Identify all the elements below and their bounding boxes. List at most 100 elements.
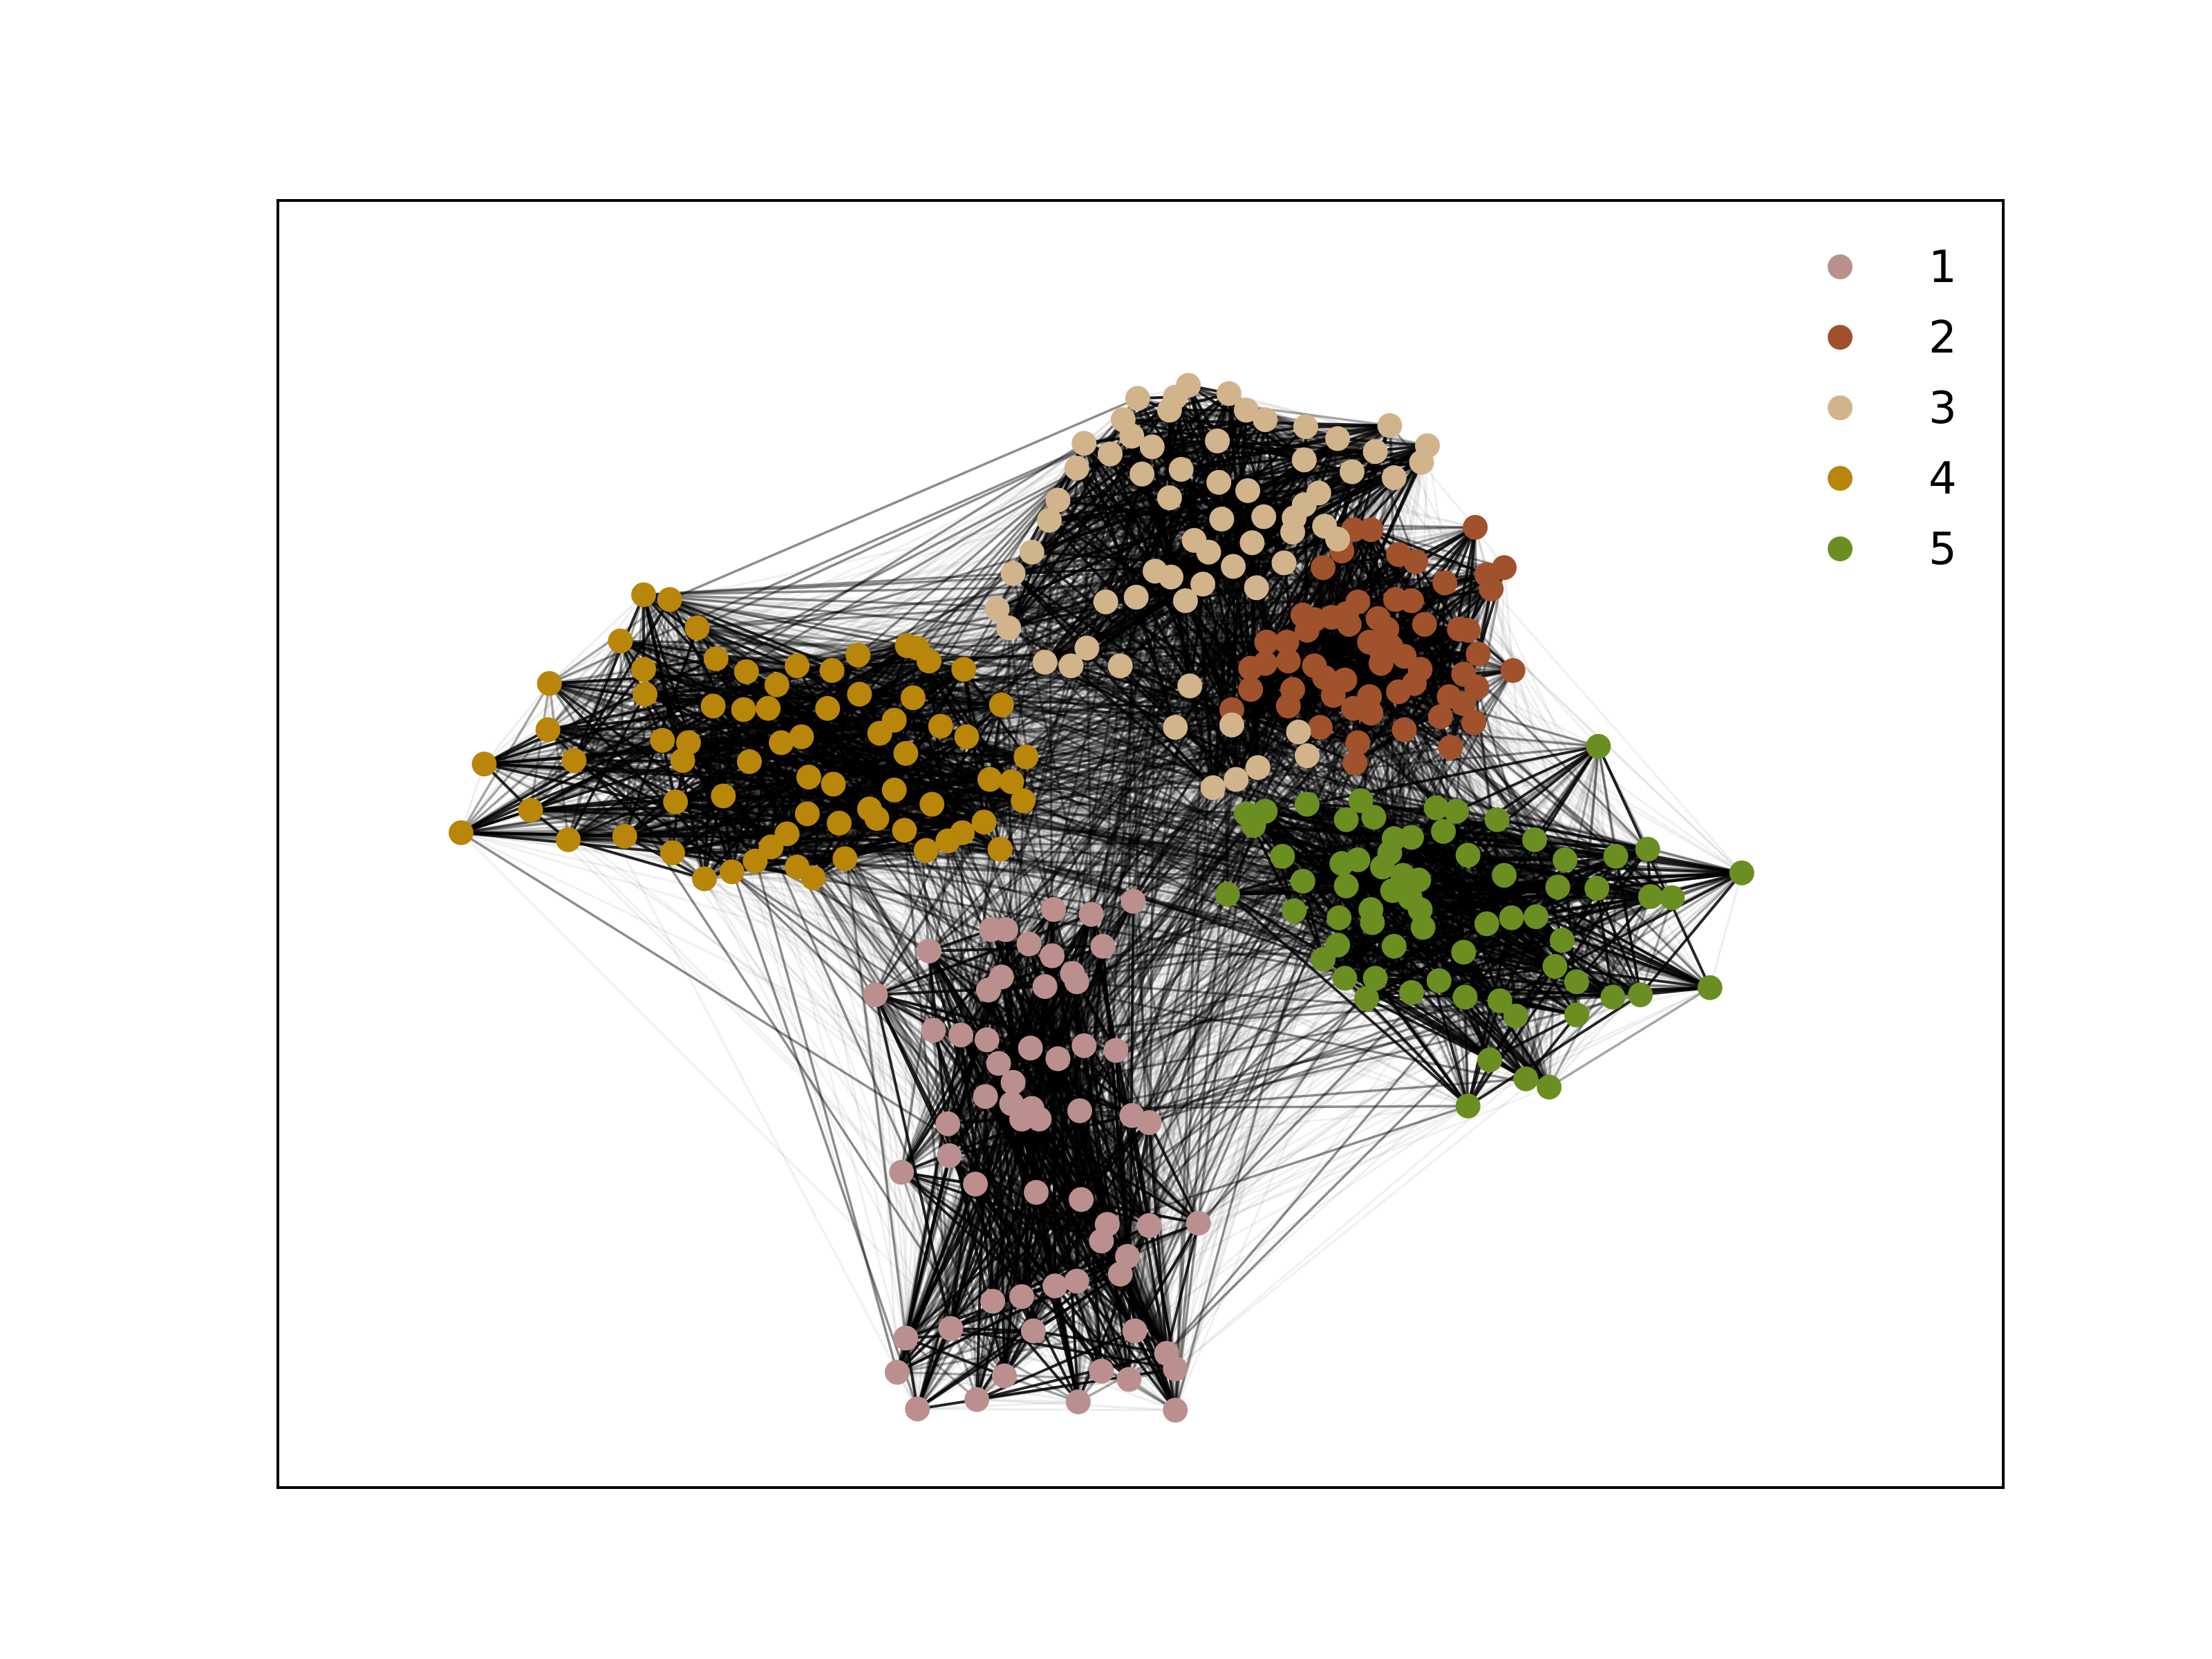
edge (1132, 901, 1151, 1123)
edge (917, 1407, 1176, 1412)
edge (1119, 908, 1372, 1275)
edge (797, 664, 1251, 670)
edge (991, 707, 1354, 931)
edge (786, 833, 930, 952)
edge (1012, 573, 1200, 1224)
edge (896, 821, 986, 1373)
edge (770, 846, 978, 1400)
edge (916, 1123, 949, 1409)
edge (1250, 667, 1617, 858)
edge (1100, 859, 1359, 1372)
edge (1174, 656, 1405, 1411)
edge (460, 832, 1006, 1377)
edge (812, 877, 978, 1400)
edge (1031, 977, 1346, 1109)
edge (916, 641, 1268, 1409)
edge (1076, 712, 1372, 983)
edge (1148, 550, 1343, 1123)
edge (1131, 958, 1324, 1116)
edge (907, 623, 1349, 647)
edge (904, 909, 1055, 1339)
edge (832, 784, 919, 1409)
edge (1031, 552, 1093, 915)
edge (1005, 688, 1294, 931)
edge (1197, 980, 1440, 1224)
edge (1029, 943, 1641, 996)
edge (991, 810, 1266, 931)
edge (1148, 668, 1421, 1123)
edge (1052, 542, 1253, 910)
edge (671, 852, 1136, 1332)
edge (932, 727, 1177, 1031)
edge (1303, 459, 1372, 531)
edge (1077, 901, 1134, 1403)
edge (992, 1078, 1527, 1302)
edge (1503, 567, 1515, 671)
edge (917, 1105, 1469, 1410)
edge (568, 838, 903, 1173)
edge (1083, 865, 1383, 1047)
edge (859, 550, 1342, 695)
edge (1102, 946, 1133, 1116)
edge (1105, 601, 1177, 1411)
edge (1354, 746, 1451, 765)
edge (875, 951, 1464, 996)
edge (1131, 825, 1255, 1116)
edge (1174, 923, 1488, 1369)
edge (547, 729, 1033, 1109)
edge (1082, 443, 1103, 1241)
edge (1512, 670, 1550, 1087)
edge (901, 855, 1284, 1174)
edge (1053, 677, 1326, 910)
edge (1000, 682, 1415, 978)
edge (932, 879, 1419, 1031)
edge (1148, 811, 1266, 1226)
edge (624, 835, 1014, 1084)
edge (1076, 665, 1315, 983)
edge (1148, 724, 1233, 1226)
edge (643, 435, 1133, 671)
edge (1197, 689, 1294, 1224)
edge (1000, 704, 1031, 944)
edge (912, 697, 1074, 975)
edge (1106, 779, 1237, 1225)
edge (1100, 993, 1641, 1242)
edge (1127, 996, 1614, 1257)
edge (1058, 1015, 1517, 1060)
edge (1106, 653, 1479, 1226)
edge (703, 878, 978, 1400)
edge (977, 1398, 1078, 1403)
edge (1476, 686, 1599, 747)
edge (1371, 712, 1474, 724)
edge (917, 647, 1293, 691)
edge (1165, 656, 1405, 1354)
edge (874, 707, 1354, 996)
edge (1028, 726, 1321, 945)
edge (1090, 565, 1235, 915)
edge (1134, 1105, 1469, 1332)
edge (975, 885, 1347, 1400)
edge (1128, 1059, 1491, 1380)
edge (961, 832, 1047, 987)
edge (1490, 588, 1617, 857)
edge (1012, 712, 1372, 1083)
edge (1115, 712, 1372, 1051)
edge (1134, 708, 1355, 1331)
edge (946, 1123, 978, 1400)
edge (877, 762, 1356, 820)
edge (460, 832, 989, 991)
edge (1114, 727, 1177, 1051)
edge (1174, 600, 1413, 1369)
edge (939, 725, 1055, 910)
edge (1115, 715, 1441, 1051)
edge (1031, 1049, 1117, 1109)
edge (1078, 800, 1362, 1112)
edge (1148, 668, 1421, 1226)
edge (1165, 683, 1416, 1354)
edge (991, 893, 1228, 931)
edge (1119, 666, 1177, 1411)
edge (731, 870, 1080, 1112)
edge (966, 550, 1342, 738)
edge (1467, 629, 1711, 988)
edge (1332, 695, 1384, 868)
